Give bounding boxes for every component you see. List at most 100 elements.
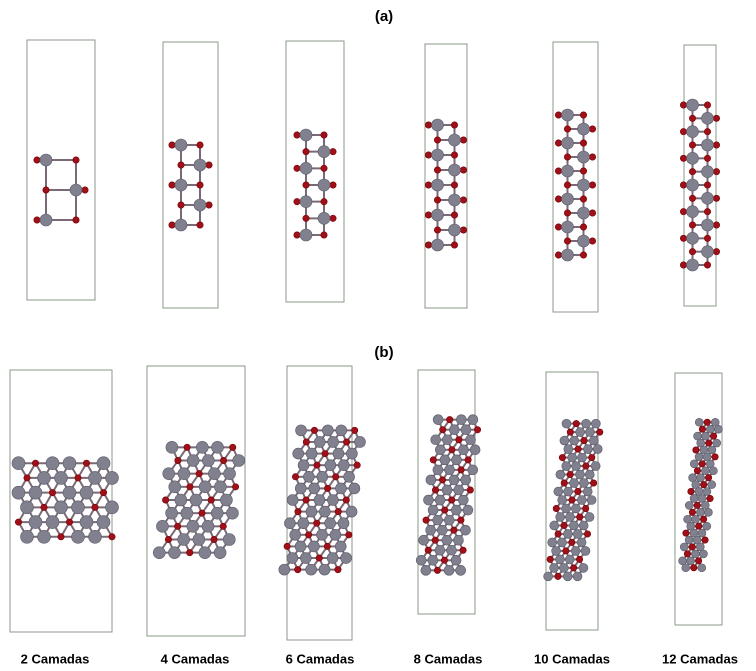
metal-atom — [577, 452, 587, 463]
oxygen-atom — [712, 248, 720, 256]
oxygen-atom — [431, 536, 439, 544]
oxygen-atom — [293, 198, 301, 206]
metal-atom — [572, 571, 583, 582]
metal-atom — [555, 469, 566, 480]
oxygen-atom — [302, 214, 310, 222]
metal-atom — [208, 467, 221, 480]
oxygen-atom — [164, 535, 172, 543]
metal-atom — [563, 486, 573, 497]
metal-atom — [460, 524, 471, 536]
metal-atom — [449, 424, 460, 436]
metal-atom — [450, 504, 462, 516]
metal-atom — [305, 505, 318, 518]
panel-label: (a) — [375, 8, 393, 25]
oxygen-atom — [679, 261, 687, 269]
oxygen-atom — [712, 168, 720, 176]
oxygen-atom — [693, 467, 701, 475]
oxygen-atom — [688, 248, 696, 256]
metal-atom — [547, 537, 558, 548]
oxygen-atom — [441, 506, 449, 514]
metal-atom — [299, 228, 313, 242]
oxygen-atom — [33, 156, 41, 164]
panel-label: (b) — [374, 344, 393, 361]
oxygen-atom — [66, 518, 74, 526]
metal-atom — [697, 494, 707, 503]
metal-atom — [562, 571, 573, 582]
oxygen-atom — [579, 223, 587, 231]
oxygen-atom — [558, 454, 566, 462]
oxygen-atom — [679, 208, 687, 216]
metal-atom — [590, 461, 601, 471]
metal-atom — [299, 128, 313, 142]
oxygen-atom — [464, 456, 472, 464]
oxygen-atom — [703, 154, 711, 162]
metal-atom — [71, 530, 85, 544]
oxygen-atom — [688, 508, 696, 516]
oxygen-atom — [440, 556, 448, 564]
metal-atom — [332, 447, 345, 460]
oxygen-atom — [698, 425, 706, 433]
oxygen-atom — [177, 161, 185, 169]
oxygen-atom — [42, 186, 50, 194]
oxygen-atom — [679, 234, 687, 242]
metal-atom — [681, 563, 691, 573]
metal-atom — [295, 424, 307, 437]
oxygen-atom — [196, 141, 204, 149]
oxygen-atom — [588, 125, 596, 133]
metal-atom — [105, 471, 119, 485]
oxygen-atom — [433, 226, 441, 234]
metal-atom — [71, 500, 85, 515]
metal-atom — [701, 431, 710, 441]
metal-atom — [709, 466, 718, 476]
oxygen-atom — [688, 141, 696, 149]
metal-atom — [415, 554, 427, 566]
metal-atom — [686, 98, 699, 112]
metal-atom — [105, 500, 119, 515]
metal-atom — [458, 444, 469, 456]
metal-atom — [469, 444, 481, 456]
oxygen-atom — [703, 101, 711, 109]
oxygen-atom — [574, 488, 582, 496]
oxygen-atom — [293, 164, 301, 172]
metal-atom — [453, 534, 464, 546]
metal-atom — [299, 162, 313, 175]
metal-atom — [317, 145, 331, 158]
caption: 6 Camadas — [286, 651, 355, 666]
oxygen-atom — [703, 418, 711, 426]
metal-atom — [198, 546, 212, 559]
oxygen-atom — [313, 519, 321, 527]
metal-atom — [345, 505, 358, 518]
oxygen-atom — [692, 446, 700, 454]
metal-atom — [455, 565, 466, 576]
metal-atom — [213, 546, 227, 559]
metal-atom — [561, 461, 572, 471]
metal-atom — [697, 528, 707, 538]
oxygen-atom — [313, 461, 321, 469]
metal-atom — [448, 223, 461, 237]
oxygen-atom — [320, 164, 328, 172]
oxygen-atom — [580, 437, 588, 445]
oxygen-atom — [455, 436, 463, 444]
metal-atom — [88, 471, 102, 485]
oxygen-atom — [703, 234, 711, 242]
metal-atom — [434, 544, 446, 556]
metal-atom — [576, 537, 587, 548]
metal-atom — [561, 418, 572, 429]
metal-atom — [324, 517, 336, 530]
metal-atom — [686, 152, 699, 165]
oxygen-atom — [40, 503, 48, 511]
oxygen-atom — [568, 538, 576, 546]
metal-atom — [327, 494, 339, 506]
oxygen-atom — [450, 241, 458, 249]
metal-atom — [696, 438, 706, 448]
unit-cell — [162, 41, 219, 309]
metal-atom — [712, 438, 722, 448]
metal-atom — [569, 435, 580, 446]
metal-atom — [686, 205, 699, 218]
oxygen-atom — [315, 554, 323, 562]
unit-cell — [545, 371, 599, 631]
metal-atom — [584, 512, 595, 522]
oxygen-atom — [210, 535, 218, 543]
metal-atom — [686, 125, 699, 138]
metal-atom — [186, 454, 200, 467]
